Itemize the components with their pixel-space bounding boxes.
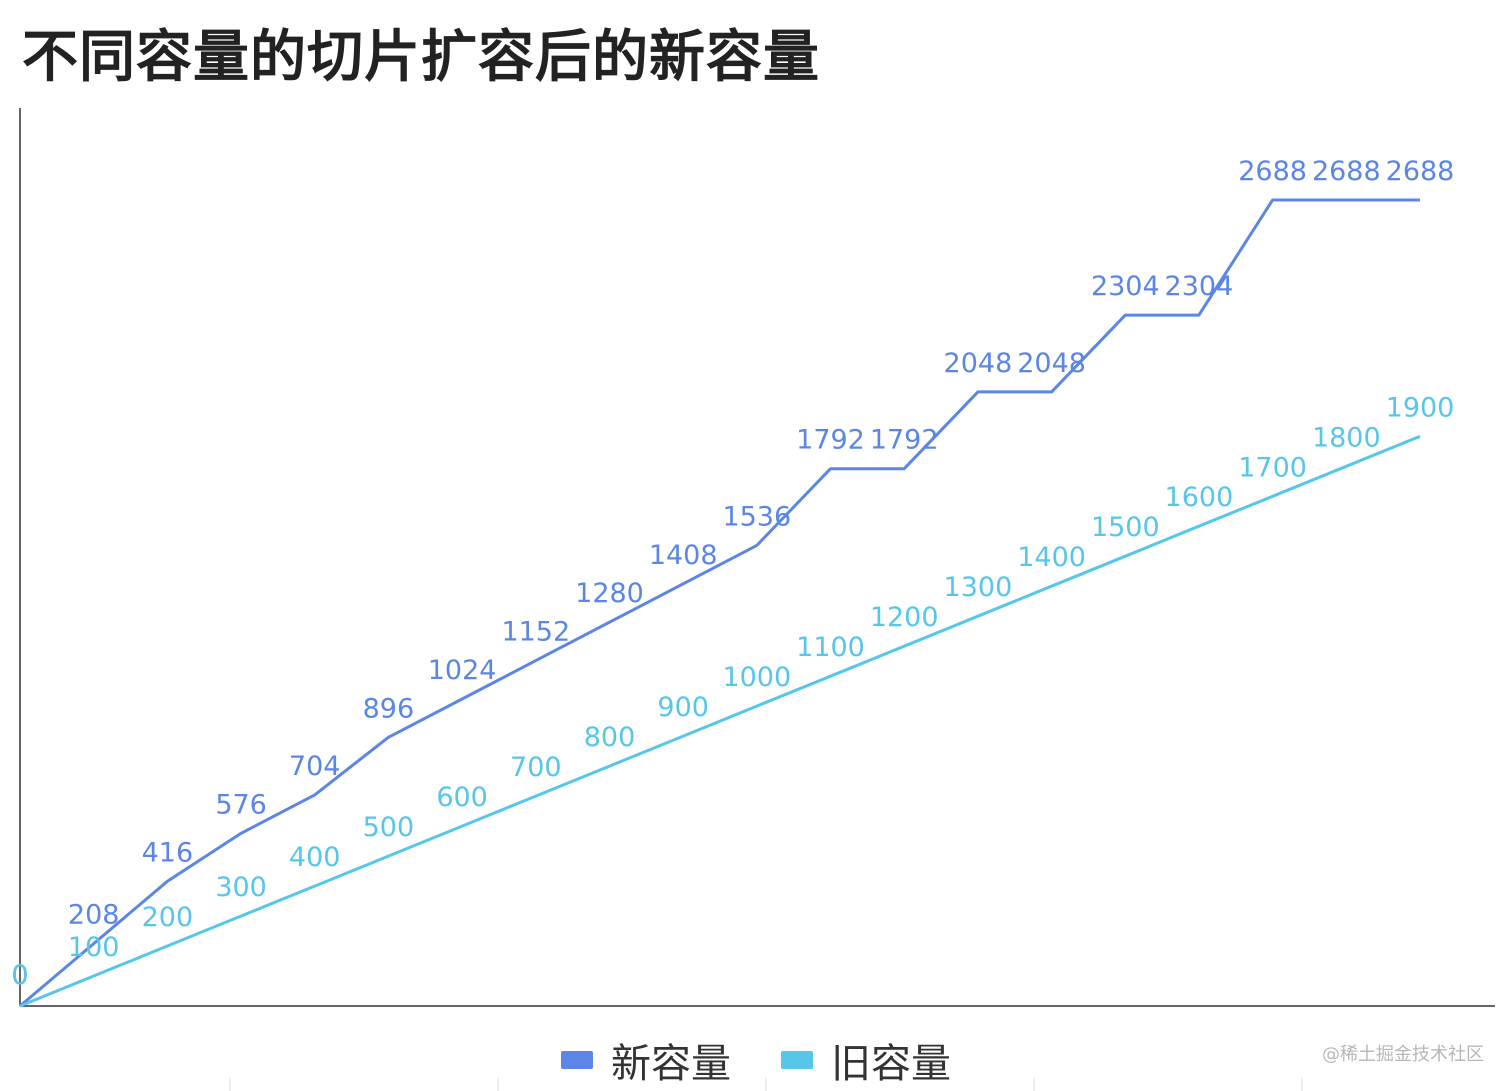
chart-title: 不同容量的切片扩容后的新容量 xyxy=(22,25,820,90)
chart-axes xyxy=(19,108,1495,1091)
data-label: 900 xyxy=(657,692,709,723)
data-label: 1400 xyxy=(1017,542,1086,573)
data-label: 500 xyxy=(363,812,415,843)
data-label: 1600 xyxy=(1165,482,1234,513)
data-label: 700 xyxy=(510,752,562,783)
series-line-old-capacity xyxy=(19,434,1421,1008)
data-label: 0 xyxy=(11,960,28,991)
data-label: 600 xyxy=(436,782,488,813)
data-label: 1280 xyxy=(575,578,644,609)
data-label: 1200 xyxy=(870,602,939,633)
data-label: 2688 xyxy=(1386,156,1455,187)
data-label: 100 xyxy=(68,932,120,963)
legend-item-new-capacity[interactable]: 新容量 xyxy=(561,1031,731,1089)
data-label: 200 xyxy=(142,902,194,933)
legend-label-old-capacity: 旧容量 xyxy=(831,1041,951,1087)
legend-swatch-new-capacity xyxy=(561,1051,593,1069)
data-label: 1024 xyxy=(428,655,497,686)
series-line-new-capacity xyxy=(19,198,1420,1008)
data-label: 2688 xyxy=(1238,156,1307,187)
data-label: 1408 xyxy=(649,540,718,571)
legend-item-old-capacity[interactable]: 旧容量 xyxy=(781,1031,951,1089)
data-label: 2048 xyxy=(944,348,1013,379)
legend: 新容量 旧容量 xyxy=(0,1031,1512,1089)
data-label: 1700 xyxy=(1238,452,1307,483)
data-label: 704 xyxy=(289,751,341,782)
data-label: 1900 xyxy=(1386,392,1455,423)
legend-swatch-old-capacity xyxy=(781,1051,813,1069)
data-label: 1300 xyxy=(944,572,1013,603)
data-label: 2048 xyxy=(1017,348,1086,379)
watermark: @稀土掘金技术社区 xyxy=(1322,1044,1484,1065)
data-label: 1000 xyxy=(722,662,791,693)
data-label: 1100 xyxy=(796,632,865,663)
data-label: 1792 xyxy=(796,425,865,456)
data-label: 1500 xyxy=(1091,512,1160,543)
data-label: 2688 xyxy=(1312,156,1381,187)
legend-label-new-capacity: 新容量 xyxy=(611,1041,731,1087)
data-label: 2304 xyxy=(1165,271,1234,302)
data-label: 896 xyxy=(363,693,415,724)
data-label: 208 xyxy=(68,900,120,931)
data-label: 300 xyxy=(215,872,267,903)
data-label: 416 xyxy=(142,837,194,868)
data-label: 2304 xyxy=(1091,271,1160,302)
series-lines xyxy=(19,198,1421,1008)
data-label: 576 xyxy=(215,789,267,820)
data-label: 400 xyxy=(289,842,341,873)
data-label: 1536 xyxy=(722,501,791,532)
data-label: 0 xyxy=(11,960,28,991)
data-label: 800 xyxy=(584,722,636,753)
data-label: 1800 xyxy=(1312,422,1381,453)
data-label: 1152 xyxy=(501,617,570,648)
data-label: 1792 xyxy=(870,425,939,456)
